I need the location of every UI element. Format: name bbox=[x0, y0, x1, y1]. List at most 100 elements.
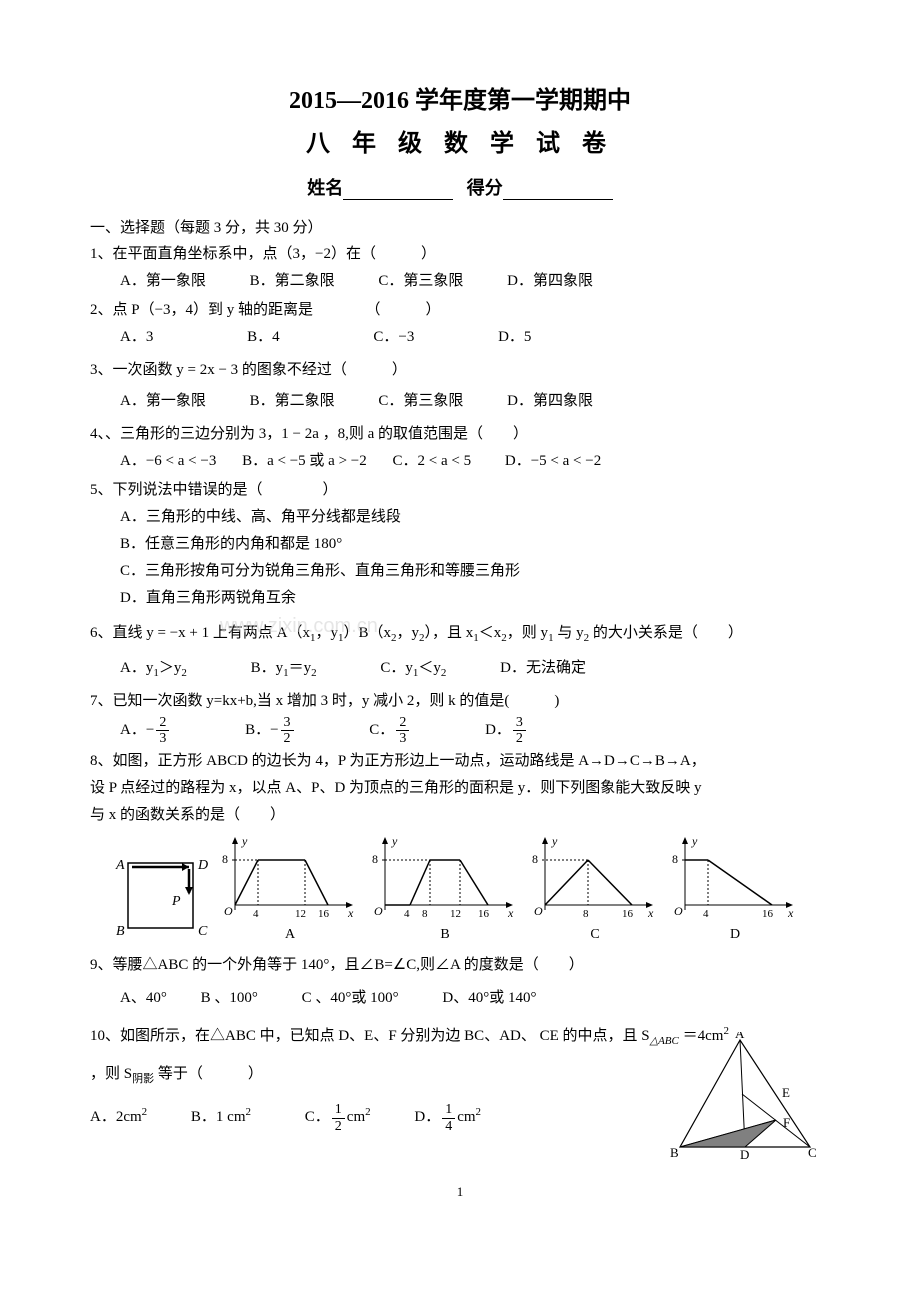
q1-A: A．第一象限 bbox=[120, 268, 206, 295]
q5-B: B．任意三角形的内角和都是 180° bbox=[120, 531, 830, 558]
svg-text:C: C bbox=[808, 1145, 817, 1160]
title-main: 2015—2016 学年度第一学期期中 bbox=[90, 80, 830, 115]
q3-options: A．第一象限 B．第二象限 C．第三象限 D．第四象限 bbox=[90, 388, 830, 415]
q7-text: 7、已知一次函数 y=kx+b,当 x 增加 3 时，y 减小 2，则 k 的值… bbox=[90, 688, 830, 715]
page-number: 1 bbox=[90, 1184, 830, 1200]
q1-text: 1、在平面直角坐标系中，点（3，−2）在（ ） bbox=[90, 241, 830, 268]
q7-C: C．23 bbox=[369, 715, 411, 747]
name-label: 姓名 bbox=[307, 178, 343, 198]
q1-C: C．第三象限 bbox=[378, 268, 463, 295]
q9-C: C 、40°或 100° bbox=[302, 985, 399, 1012]
svg-text:4: 4 bbox=[404, 908, 410, 920]
q9-A: A、40° bbox=[120, 985, 167, 1012]
q7-B: B．−32 bbox=[245, 715, 295, 747]
svg-text:B: B bbox=[116, 924, 125, 939]
q2-A: A．3 bbox=[120, 324, 153, 351]
svg-text:16: 16 bbox=[762, 908, 774, 920]
svg-text:8: 8 bbox=[222, 852, 228, 866]
q8-graph-B: x y O 8 4 8 12 16 B bbox=[370, 835, 520, 947]
q7-D: D．32 bbox=[485, 715, 528, 747]
name-score-line: 姓名 得分 bbox=[90, 174, 830, 200]
q10-B: B．1 cm2 bbox=[191, 1103, 251, 1131]
q4-D: D．−5 < a < −2 bbox=[505, 448, 601, 475]
svg-text:8: 8 bbox=[672, 852, 678, 866]
q4-C: C．2 < a < 5 bbox=[393, 448, 472, 475]
question-4: 4、、三角形的三边分别为 3，1 − 2a ，8,则 a 的取值范围是（ ） A… bbox=[90, 421, 830, 475]
score-label: 得分 bbox=[467, 178, 503, 198]
title-sub: 八 年 级 数 学 试 卷 bbox=[90, 123, 830, 158]
svg-text:O: O bbox=[224, 904, 233, 918]
q10-triangle-figure: A B C D E F bbox=[670, 1032, 820, 1172]
q5-C: C．三角形按角可分为锐角三角形、直角三角形和等腰三角形 bbox=[120, 558, 830, 585]
svg-text:8: 8 bbox=[422, 908, 428, 920]
section1-header: 一、选择题（每题 3 分，共 30 分） bbox=[90, 216, 830, 237]
q6-B: B．y1＝y2 bbox=[251, 655, 317, 684]
svg-text:D: D bbox=[197, 858, 208, 873]
q6-C: C．y1＜y2 bbox=[380, 655, 446, 684]
svg-text:x: x bbox=[507, 906, 514, 920]
q2-text: 2、点 P（−3，4）到 y 轴的距离是 （ ） bbox=[90, 297, 830, 324]
q10-D: D．14 cm2 bbox=[414, 1102, 481, 1134]
svg-text:12: 12 bbox=[450, 908, 461, 920]
q8-square: A D B C P bbox=[110, 853, 210, 948]
svg-text:8: 8 bbox=[372, 852, 378, 866]
q4-A: A．−6 < a < −3 bbox=[120, 448, 216, 475]
svg-text:16: 16 bbox=[318, 908, 330, 920]
q10-C: C．12 cm2 bbox=[305, 1102, 371, 1134]
svg-text:C: C bbox=[198, 924, 208, 939]
q4-B: B．a < −5 或 a > −2 bbox=[242, 448, 367, 475]
name-blank[interactable] bbox=[343, 182, 453, 200]
q5-D: D．直角三角形两锐角互余 bbox=[120, 585, 830, 612]
svg-text:B: B bbox=[670, 1145, 679, 1160]
q5-options: A．三角形的中线、高、角平分线都是线段 B．任意三角形的内角和都是 180° C… bbox=[90, 504, 830, 612]
q4-options: A．−6 < a < −3 B．a < −5 或 a > −2 C．2 < a … bbox=[90, 448, 830, 475]
q4-text: 4、、三角形的三边分别为 3，1 − 2a ，8,则 a 的取值范围是（ ） bbox=[90, 421, 830, 448]
q5-text: 5、下列说法中错误的是（ ） bbox=[90, 477, 830, 504]
q8-label-C: C bbox=[530, 922, 660, 947]
svg-text:8: 8 bbox=[583, 908, 589, 920]
q6-text: 6、直线 y = −x + 1 上有两点 A（x1，y1）B（x2，y2），且 … bbox=[90, 620, 830, 649]
q8-label-A: A bbox=[220, 922, 360, 947]
q8-label-D: D bbox=[670, 922, 800, 947]
svg-text:F: F bbox=[783, 1115, 790, 1130]
svg-text:O: O bbox=[374, 904, 383, 918]
svg-text:P: P bbox=[171, 894, 181, 909]
svg-text:16: 16 bbox=[622, 908, 634, 920]
q3-C: C．第三象限 bbox=[378, 388, 463, 415]
q8-text1: 8、如图，正方形 ABCD 的边长为 4，P 为正方形边上一动点，运动路线是 A… bbox=[90, 748, 830, 775]
q2-C: C．−3 bbox=[373, 324, 414, 351]
score-blank[interactable] bbox=[503, 182, 613, 200]
q10-A: A．2cm2 bbox=[90, 1103, 147, 1131]
q9-options: A、40° B 、100° C 、40°或 100° D、40°或 140° bbox=[90, 985, 830, 1012]
svg-text:4: 4 bbox=[703, 908, 709, 920]
question-3: 3、一次函数 y = 2x − 3 的图象不经过（ ） A．第一象限 B．第二象… bbox=[90, 357, 830, 415]
svg-text:16: 16 bbox=[478, 908, 490, 920]
svg-text:O: O bbox=[534, 904, 543, 918]
q2-B: B．4 bbox=[247, 324, 280, 351]
question-6: 6、直线 y = −x + 1 上有两点 A（x1，y1）B（x2，y2），且 … bbox=[90, 620, 830, 684]
q8-graph-C: x y O 8 8 16 C bbox=[530, 835, 660, 947]
svg-text:x: x bbox=[647, 906, 654, 920]
q8-text2: 设 P 点经过的路程为 x，以点 A、P、D 为顶点的三角形的面积是 y．则下列… bbox=[90, 775, 830, 802]
svg-text:x: x bbox=[347, 906, 354, 920]
q7-A: A．−23 bbox=[120, 715, 171, 747]
q1-B: B．第二象限 bbox=[250, 268, 335, 295]
q3-text: 3、一次函数 y = 2x − 3 的图象不经过（ ） bbox=[90, 357, 830, 384]
q3-D: D．第四象限 bbox=[507, 388, 593, 415]
svg-text:E: E bbox=[782, 1085, 790, 1100]
q1-options: A．第一象限 B．第二象限 C．第三象限 D．第四象限 bbox=[90, 268, 830, 295]
svg-text:8: 8 bbox=[532, 852, 538, 866]
svg-text:y: y bbox=[551, 835, 558, 848]
svg-text:A: A bbox=[115, 858, 125, 873]
svg-text:D: D bbox=[740, 1147, 749, 1162]
q9-text: 9、等腰△ABC 的一个外角等于 140°，且∠B=∠C,则∠A 的度数是（ ） bbox=[90, 952, 830, 979]
q8-graph-A: x y O 8 4 12 16 A bbox=[220, 835, 360, 947]
q2-D: D．5 bbox=[498, 324, 531, 351]
svg-text:y: y bbox=[391, 835, 398, 848]
svg-text:4: 4 bbox=[253, 908, 259, 920]
svg-text:12: 12 bbox=[295, 908, 306, 920]
q3-B: B．第二象限 bbox=[250, 388, 335, 415]
question-5: 5、下列说法中错误的是（ ） A．三角形的中线、高、角平分线都是线段 B．任意三… bbox=[90, 477, 830, 612]
q6-options: A．y1＞y2 B．y1＝y2 C．y1＜y2 D．无法确定 bbox=[90, 655, 830, 684]
q8-figures: A D B C P x y O 8 bbox=[110, 835, 830, 947]
